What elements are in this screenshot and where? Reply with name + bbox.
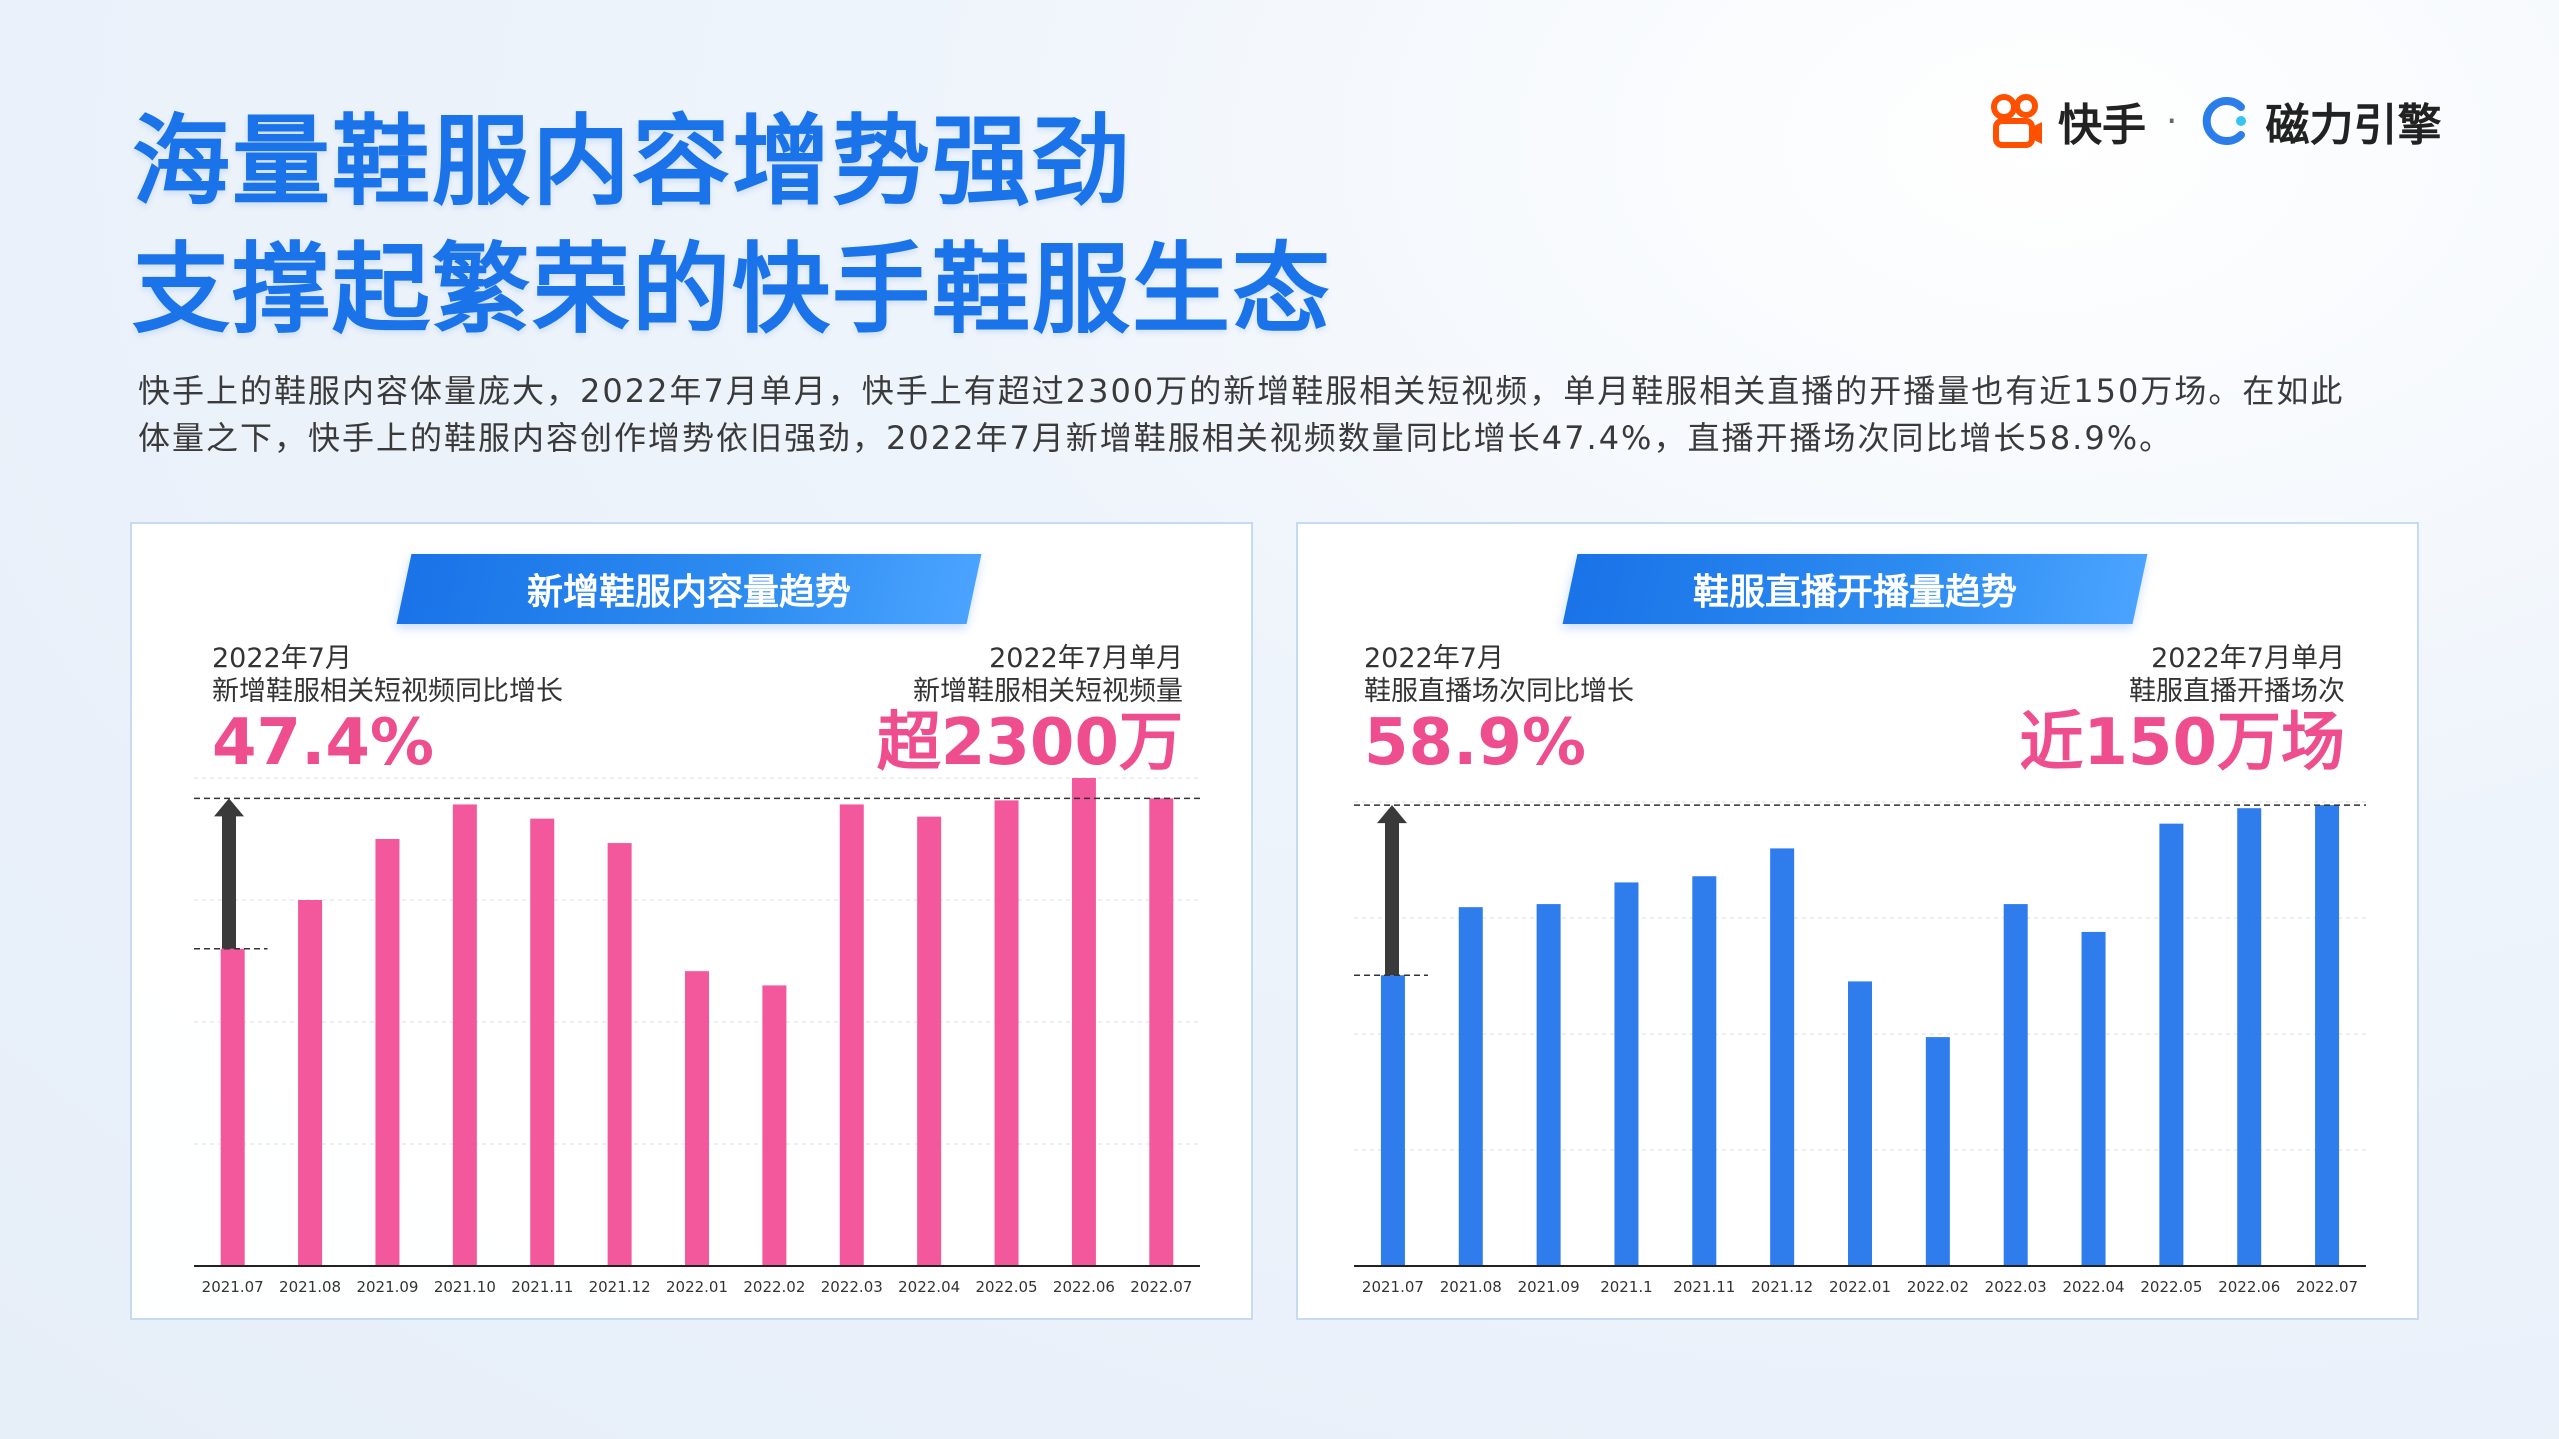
bar (1458, 907, 1483, 1266)
x-tick-label: 2022.05 (976, 1278, 1038, 1296)
x-tick-label: 2021.1 (1600, 1278, 1653, 1296)
right-total-label-line1: 2022年7月单月 (2151, 643, 2345, 674)
brand-separator: · (2166, 100, 2178, 142)
bar (917, 816, 942, 1266)
title-line-2: 支撑起繁荣的快手鞋服生态 (132, 233, 1333, 347)
x-tick-label: 2021.07 (1362, 1278, 1424, 1296)
x-tick-label: 2022.02 (743, 1278, 805, 1296)
bar (839, 804, 864, 1266)
bar (1770, 848, 1795, 1266)
bar (1536, 904, 1561, 1266)
content-trend-title-pill: 新增鞋服内容量趋势 (396, 554, 982, 624)
x-tick-label: 2022.03 (1985, 1278, 2047, 1296)
bar (994, 800, 1019, 1266)
brand-name: 快手 (2058, 100, 2146, 151)
bar (530, 818, 555, 1266)
x-tick-label: 2022.06 (2218, 1278, 2280, 1296)
bar (452, 804, 477, 1266)
bar (1692, 876, 1717, 1266)
growth-arrow-shaft (1385, 821, 1399, 976)
x-tick-label: 2022.07 (1130, 1278, 1192, 1296)
right-yoy-value: 58.9% (1364, 706, 1587, 780)
kuaishou-logo-icon (1991, 94, 2042, 148)
bar (2237, 808, 2262, 1266)
left-yoy-label-line2: 新增鞋服相关短视频同比增长 (212, 676, 563, 707)
brand-logo: 快手 · 磁力引擎 (1990, 86, 2441, 156)
left-total-label-line2: 新增鞋服相关短视频量 (913, 676, 1183, 707)
bar (2003, 904, 2028, 1266)
partner-name: 磁力引擎 (2265, 100, 2442, 151)
left-total-label-line1: 2022年7月单月 (989, 643, 1183, 674)
x-tick-label: 2022.07 (2296, 1278, 2358, 1296)
content-trend-title: 新增鞋服内容量趋势 (526, 572, 851, 613)
left-total-value: 超2300万 (876, 706, 1183, 780)
right-yoy-label-line2: 鞋服直播场次同比增长 (1364, 676, 1634, 707)
bar (220, 948, 245, 1266)
bar (1925, 1037, 1950, 1266)
live-trend-panel: 鞋服直播开播量趋势 2022年7月 鞋服直播场次同比增长 58.9% 2022年… (1296, 522, 2419, 1320)
x-tick-label: 2021.12 (1751, 1278, 1813, 1296)
bar (1380, 975, 1405, 1266)
x-tick-label: 2021.09 (1518, 1278, 1580, 1296)
page-title: 海量鞋服内容增势强劲 支撑起繁荣的快手鞋服生态 (132, 98, 1332, 354)
right-total-value: 近150万场 (2019, 706, 2345, 780)
growth-arrow-head (1377, 805, 1407, 824)
bar (2315, 805, 2340, 1266)
left-yoy-label: 2022年7月 新增鞋服相关短视频同比增长 (212, 642, 563, 708)
x-tick-label: 2022.03 (821, 1278, 883, 1296)
x-tick-label: 2022.02 (1907, 1278, 1969, 1296)
bar (1071, 778, 1096, 1266)
x-tick-label: 2022.01 (666, 1278, 728, 1296)
left-yoy-value: 47.4% (212, 706, 435, 780)
bar (1149, 798, 1174, 1266)
bar (1848, 981, 1872, 1266)
bar (607, 843, 632, 1266)
description-paragraph: 快手上的鞋服内容体量庞大，2022年7月单月，快手上有超过2300万的新增鞋服相… (138, 372, 2345, 457)
left-yoy-label-line1: 2022年7月 (212, 643, 352, 674)
right-yoy-label-line1: 2022年7月 (1364, 643, 1504, 674)
cili-engine-logo-icon (2203, 97, 2247, 145)
content-trend-chart: 2021.07 2021.08 2021.09 2021.10 2021.11 2021.… (194, 777, 1200, 1296)
x-tick-label: 2021.08 (1440, 1278, 1502, 1296)
right-total-label: 2022年7月单月 鞋服直播开播场次 (2129, 642, 2345, 708)
growth-arrow-shaft (222, 814, 236, 949)
right-total-label-line2: 鞋服直播开播场次 (2129, 676, 2345, 707)
bar (2159, 823, 2184, 1266)
title-line-1: 海量鞋服内容增势强劲 (132, 105, 1133, 219)
bar (2081, 931, 2106, 1266)
right-yoy-label: 2022年7月 鞋服直播场次同比增长 (1364, 642, 1634, 708)
live-trend-title: 鞋服直播开播量趋势 (1692, 572, 2017, 613)
content-trend-panel: 新增鞋服内容量趋势 2022年7月 新增鞋服相关短视频同比增长 47.4% 20… (130, 522, 1253, 1320)
bar (1614, 882, 1639, 1266)
left-total-label: 2022年7月单月 新增鞋服相关短视频量 (913, 642, 1183, 708)
live-trend-title-pill: 鞋服直播开播量趋势 (1562, 554, 2148, 624)
x-tick-label: 2021.12 (589, 1278, 651, 1296)
x-tick-label: 2022.04 (898, 1278, 960, 1296)
x-tick-label: 2021.07 (202, 1278, 264, 1296)
x-tick-label: 2021.08 (279, 1278, 341, 1296)
growth-arrow-head (214, 798, 244, 817)
x-tick-label: 2021.09 (356, 1278, 418, 1296)
bar (298, 900, 323, 1266)
x-tick-label: 2021.10 (434, 1278, 496, 1296)
x-tick-label: 2022.05 (2140, 1278, 2202, 1296)
x-tick-label: 2021.11 (1673, 1278, 1735, 1296)
bar (762, 985, 787, 1266)
x-tick-label: 2022.01 (1829, 1278, 1891, 1296)
x-tick-label: 2021.11 (511, 1278, 573, 1296)
bar (685, 971, 709, 1266)
bar (375, 839, 400, 1266)
live-trend-chart: 2021.07 2021.08 2021.09 2021.1 2021.11 2021.1… (1354, 801, 2366, 1296)
x-tick-label: 2022.04 (2063, 1278, 2125, 1296)
x-tick-label: 2022.06 (1053, 1278, 1115, 1296)
